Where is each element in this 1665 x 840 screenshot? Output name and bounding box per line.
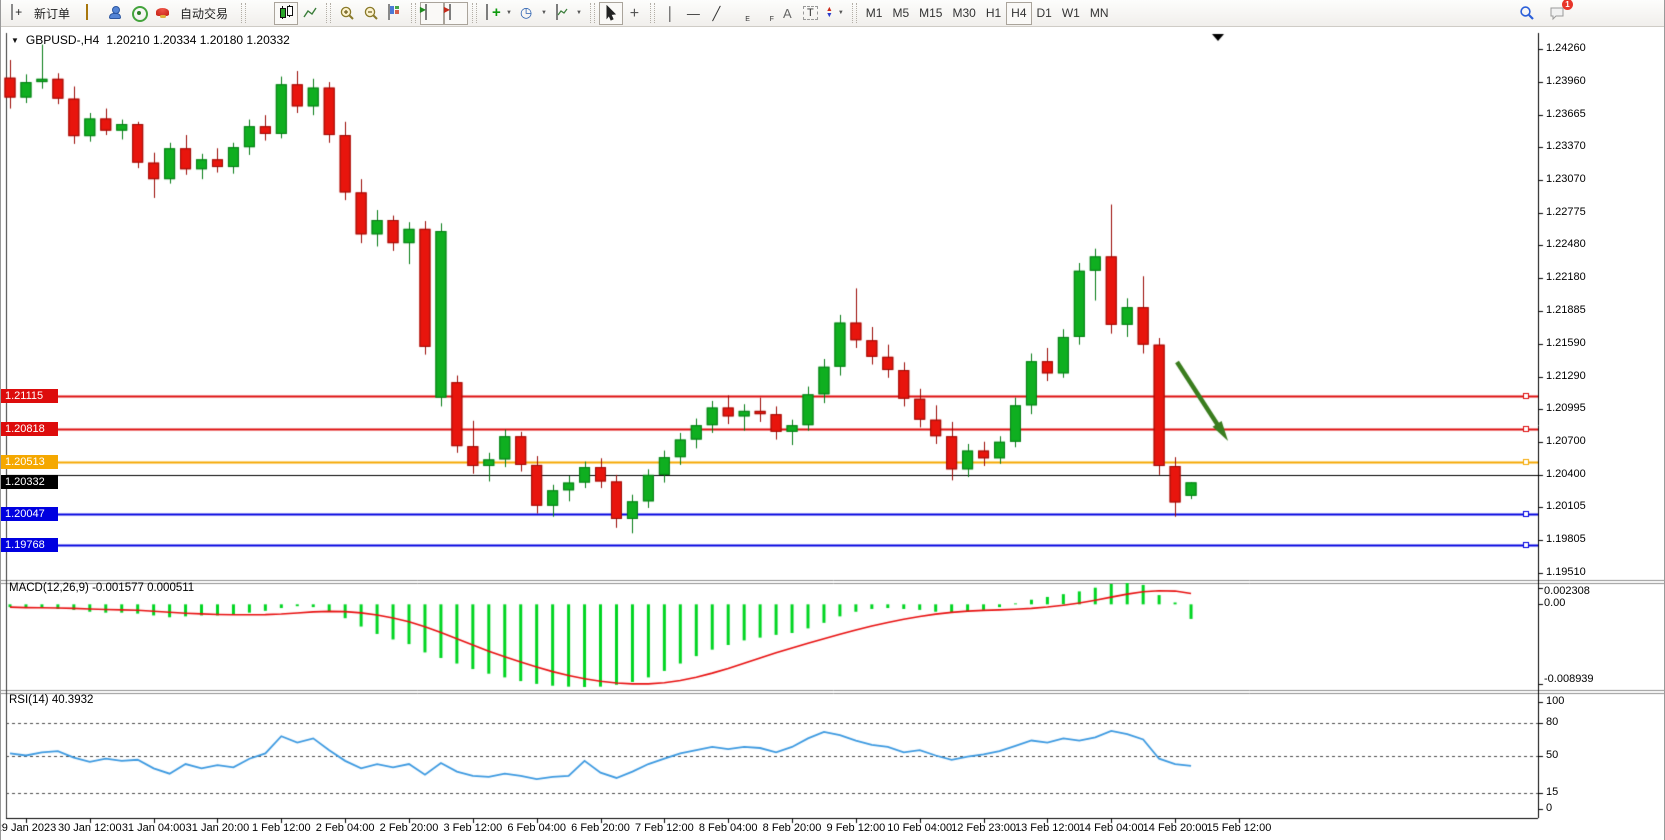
template-icon — [555, 4, 571, 21]
text-label-button[interactable]: T — [799, 2, 822, 25]
rsi-indicator-label: RSI(14) 40.3932 — [9, 694, 94, 706]
crosshair-icon: + — [629, 4, 640, 22]
notification-badge: 1 — [1562, 0, 1573, 10]
signals-button[interactable] — [127, 2, 151, 25]
toolbar-grip — [326, 3, 332, 23]
timeframe-button-h4[interactable]: H4 — [1006, 1, 1032, 25]
trendline-button[interactable]: ╱ — [705, 2, 728, 25]
auto-scroll-icon: ▶ — [420, 4, 440, 21]
profile-button[interactable] — [103, 2, 127, 25]
candlestick-chart-button[interactable] — [274, 1, 299, 25]
crosshair-button[interactable]: + — [623, 2, 646, 25]
bar-chart-button[interactable] — [250, 2, 274, 25]
equidistant-channel-icon: E — [745, 16, 750, 23]
text-icon: A — [783, 5, 792, 21]
toolbar-grip — [589, 3, 595, 23]
notifications-button[interactable]: 1 — [1545, 0, 1573, 25]
price-tag-1.19768[interactable]: 1.19768 — [1, 537, 58, 552]
price-tag-1.20818[interactable]: 1.20818 — [1, 421, 58, 436]
fibonacci-button[interactable]: F — [752, 2, 776, 25]
arrows-tool-button[interactable]: ▲ ▼ ▼ — [822, 2, 848, 25]
new-order-icon: + — [9, 4, 25, 21]
mql-community-button[interactable] — [79, 2, 103, 25]
horizontal-line-icon: — — [686, 5, 700, 21]
toolbar-grip — [411, 3, 417, 23]
timeframe-button-w1[interactable]: W1 — [1061, 6, 1080, 20]
zoom-in-button[interactable] — [335, 2, 359, 25]
new-order-label: 新订单 — [34, 6, 71, 21]
cursor-arrow-icon — [603, 4, 619, 21]
bar-chart-icon — [254, 5, 270, 21]
toolbar-grip — [241, 3, 247, 23]
price-tag-1.21115[interactable]: 1.21115 — [1, 388, 58, 403]
timeframe-button-mn[interactable]: MN — [1089, 6, 1109, 20]
zoom-out-button[interactable] — [359, 2, 383, 25]
toolbar-grip — [649, 3, 655, 23]
chat-bubble-icon — [1549, 5, 1565, 21]
dropdown-caret-icon: ▼ — [575, 10, 582, 16]
auto-scroll-button[interactable]: ▶ — [420, 1, 445, 25]
dropdown-caret-icon: ▼ — [540, 10, 547, 16]
signal-icon — [131, 5, 149, 22]
toolbar-grip — [851, 3, 857, 23]
price-tag-1.20513[interactable]: 1.20513 — [1, 455, 58, 470]
periods-button[interactable]: ◷ ▼ — [516, 2, 551, 25]
timeframe-group: M1 M5 M15 M30 H1 H4 D1 W1 MN — [861, 1, 1114, 25]
vertical-line-button[interactable]: │ — [659, 2, 682, 25]
autotrading-button[interactable]: 自动交易 — [151, 2, 237, 25]
timeframe-button-m30[interactable]: M30 — [952, 6, 976, 20]
new-order-button[interactable]: + 新订单 — [5, 2, 79, 25]
text-tool-button[interactable]: A — [776, 2, 799, 25]
symbol-dropdown-icon[interactable]: ▼ — [11, 35, 19, 45]
add-indicator-icon: + — [485, 4, 501, 21]
fibonacci-icon: F — [769, 16, 774, 23]
horizontal-line-button[interactable]: — — [682, 2, 705, 25]
chart-shift-icon: ▶ — [444, 4, 464, 21]
text-label-icon: T — [803, 6, 818, 20]
clock-icon: ◷ — [519, 4, 533, 20]
timeframe-button-m5[interactable]: M5 — [892, 6, 910, 20]
cursor-button[interactable] — [598, 1, 623, 25]
price-tag-1.20047[interactable]: 1.20047 — [1, 506, 58, 521]
timeframe-button-m15[interactable]: M15 — [919, 6, 943, 20]
tile-windows-icon — [387, 4, 403, 21]
toolbar-right-group: 1 — [1515, 0, 1573, 25]
indicators-button[interactable]: + ▼ — [481, 2, 516, 25]
tile-windows-button[interactable] — [383, 2, 407, 25]
dropdown-caret-icon: ▼ — [837, 10, 844, 16]
main-toolbar: + 新订单 自动交易 ▶ ▶ + ▼ ◷ ▼ ▼ + │ — ╱ E F A — [1, 0, 1664, 27]
zoom-out-icon — [363, 5, 379, 21]
timeframe-button-m1[interactable]: M1 — [865, 6, 883, 20]
vertical-line-icon: │ — [666, 5, 675, 21]
user-icon — [107, 5, 123, 21]
channel-button[interactable]: E — [728, 2, 752, 25]
candlestick-icon — [278, 5, 294, 21]
timeframe-button-d1[interactable]: D1 — [1036, 6, 1052, 20]
autotrading-label: 自动交易 — [180, 6, 229, 21]
line-chart-button[interactable] — [298, 2, 322, 25]
dropdown-caret-icon: ▼ — [506, 10, 512, 16]
gold-diamond-icon — [83, 4, 99, 21]
chart-symbol: GBPUSD-,H4 — [25, 33, 100, 47]
expert-hat-icon — [155, 5, 171, 21]
timeframe-button-h1[interactable]: H1 — [985, 6, 1002, 20]
zoom-in-icon — [339, 5, 355, 21]
chart-shift-button[interactable]: ▶ — [444, 1, 469, 25]
macd-indicator-label: MACD(12,26,9) -0.001577 0.000511 — [9, 582, 195, 594]
line-chart-icon — [302, 5, 318, 21]
arrows-icon: ▲ ▼ — [825, 6, 833, 19]
search-button[interactable] — [1515, 2, 1539, 25]
trendline-icon: ╱ — [712, 5, 721, 21]
search-icon — [1519, 5, 1535, 21]
chart-title: ▼ GBPUSD-,H4 1.20210 1.20334 1.20180 1.2… — [11, 33, 290, 47]
templates-button[interactable]: ▼ — [551, 2, 586, 25]
chart-ohlc-quotes: 1.20210 1.20334 1.20180 1.20332 — [106, 33, 290, 47]
toolbar-grip — [472, 3, 478, 23]
